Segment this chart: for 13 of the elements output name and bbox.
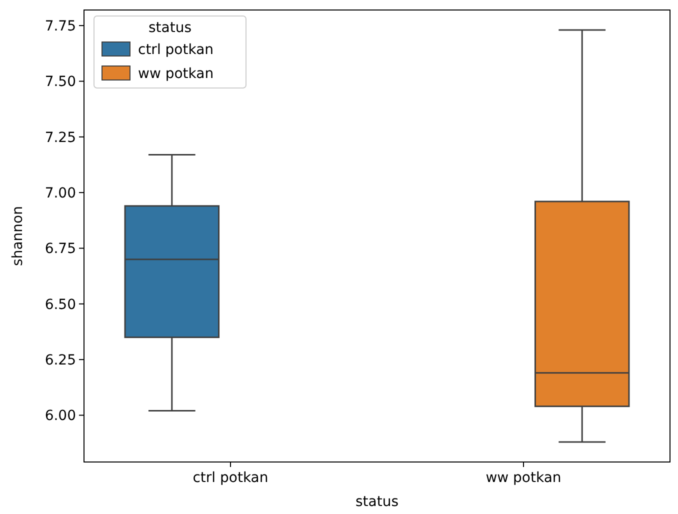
legend-label: ctrl potkan (138, 42, 214, 58)
y-axis-title: shannon (10, 206, 26, 266)
y-tick-label: 7.00 (44, 185, 76, 202)
legend-label: ww potkan (138, 66, 214, 82)
y-tick-label: 7.50 (44, 74, 76, 90)
y-tick-label: 6.25 (44, 352, 76, 368)
y-tick-label: 6.50 (44, 296, 76, 313)
y-tick-label: 7.25 (44, 130, 76, 146)
legend-title: status (148, 20, 192, 36)
y-tick-label: 7.75 (44, 18, 76, 34)
y-tick-label: 6.00 (44, 408, 76, 424)
y-tick-label: 6.75 (44, 241, 76, 258)
x-axis-title: status (355, 494, 399, 510)
